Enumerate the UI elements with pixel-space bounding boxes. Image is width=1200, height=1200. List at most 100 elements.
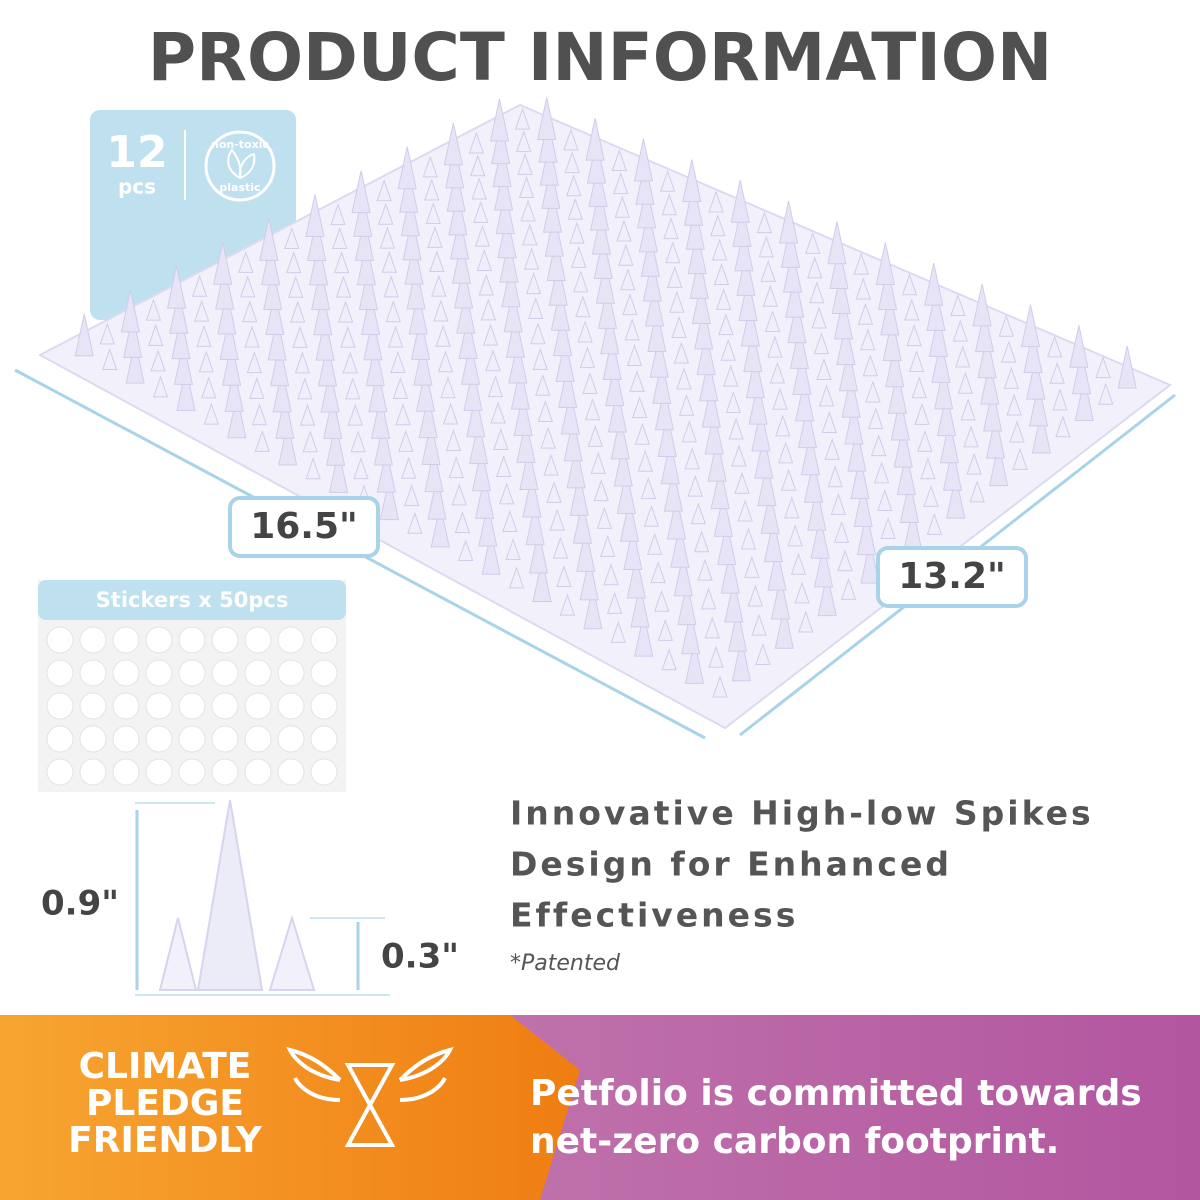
badge-unit: pcs <box>118 175 156 199</box>
spike <box>810 516 830 559</box>
spike <box>966 452 982 475</box>
spike <box>777 441 794 464</box>
spike <box>899 480 920 523</box>
spike <box>1020 304 1041 348</box>
spike <box>911 376 927 399</box>
spike <box>836 322 856 366</box>
width-label: 13.2" <box>898 556 1006 597</box>
spike <box>514 107 531 130</box>
spike <box>787 300 807 344</box>
spike <box>305 194 325 238</box>
spike <box>734 471 750 494</box>
spike <box>728 417 744 440</box>
spike <box>610 620 626 643</box>
spike <box>952 319 968 342</box>
spike <box>875 242 895 285</box>
spike <box>734 228 754 272</box>
spike <box>700 587 717 610</box>
spike <box>754 436 774 479</box>
spike <box>203 402 220 425</box>
spike <box>593 479 609 502</box>
spike <box>379 226 396 249</box>
spike <box>725 390 742 413</box>
spike <box>764 310 781 333</box>
spike <box>887 371 908 414</box>
spike <box>448 456 464 479</box>
spike <box>550 288 571 331</box>
spike <box>720 338 736 361</box>
sticker-dot <box>112 659 140 687</box>
sticker-dot <box>46 659 74 687</box>
spike <box>463 368 483 411</box>
spike <box>827 221 847 265</box>
spike <box>731 638 752 682</box>
spike <box>633 138 654 182</box>
spike <box>936 393 957 437</box>
spike <box>560 391 580 435</box>
feature-line: Design for Enhanced <box>510 845 952 884</box>
spike <box>440 376 456 399</box>
spike <box>1003 366 1020 389</box>
spike <box>757 463 777 507</box>
spike <box>595 261 615 304</box>
spike <box>585 118 605 161</box>
spike <box>751 613 767 636</box>
spike <box>657 618 674 641</box>
spike <box>904 298 920 321</box>
spike <box>227 395 247 439</box>
spike <box>613 172 629 195</box>
spike <box>471 448 492 492</box>
spike <box>782 249 803 293</box>
spike <box>354 218 375 261</box>
spike <box>1069 325 1089 368</box>
spike <box>544 214 564 257</box>
spike <box>785 275 805 318</box>
spike <box>519 447 539 490</box>
spike <box>690 502 707 525</box>
spike <box>376 179 392 202</box>
spike <box>596 506 613 529</box>
spike <box>381 250 397 273</box>
spike <box>313 292 333 336</box>
spike <box>390 351 406 374</box>
spike <box>563 418 583 462</box>
spike <box>647 532 663 555</box>
spike <box>443 122 463 166</box>
spike <box>670 525 690 568</box>
spike <box>272 369 292 413</box>
spike <box>468 131 485 154</box>
sticker-dot <box>112 725 140 753</box>
spike <box>681 420 698 443</box>
spike <box>661 193 677 216</box>
spike <box>445 429 462 452</box>
spike <box>643 504 660 527</box>
spike <box>901 273 918 296</box>
sticker-dot <box>244 692 272 720</box>
spike <box>963 425 979 448</box>
spike <box>663 469 683 512</box>
spike <box>1046 335 1063 358</box>
spike <box>583 586 603 630</box>
short-spike <box>158 917 198 991</box>
spike <box>652 361 672 404</box>
spike <box>446 169 466 212</box>
spike <box>795 378 815 422</box>
spike <box>408 291 428 335</box>
spike <box>508 566 525 589</box>
spike <box>620 268 636 291</box>
spike <box>563 128 579 151</box>
spike <box>623 527 643 570</box>
spike <box>539 142 559 186</box>
spike <box>219 317 239 360</box>
short-spike <box>268 914 316 991</box>
spike <box>707 438 727 482</box>
spike <box>400 456 417 479</box>
spike <box>559 593 576 616</box>
short-label: 0.3" <box>381 937 459 977</box>
spike <box>518 176 535 199</box>
spike <box>491 121 511 165</box>
spike <box>618 243 634 266</box>
spike <box>556 564 572 587</box>
spike <box>813 544 834 588</box>
spike <box>593 236 613 280</box>
